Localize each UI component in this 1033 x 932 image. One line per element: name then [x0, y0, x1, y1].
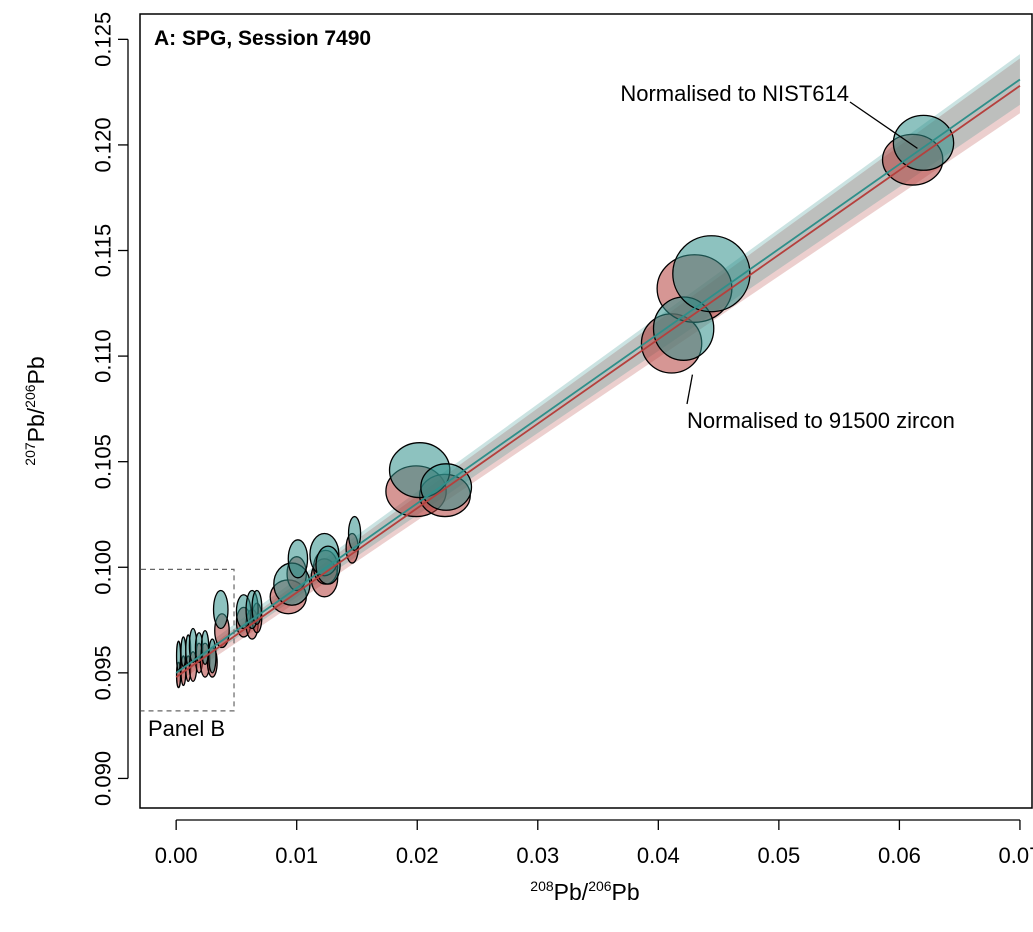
- x-tick-label: 0.07: [999, 843, 1033, 868]
- error-ellipse-s1-p1: [180, 636, 187, 668]
- annotation-nist614: Normalised to NIST614: [620, 81, 849, 106]
- error-ellipse-s1-p20: [892, 114, 955, 171]
- x-tick-label: 0.01: [275, 843, 318, 868]
- fit-line-0: [175, 85, 1021, 678]
- fit-line-1: [175, 78, 1021, 674]
- annotation-91500-leader: [686, 374, 694, 405]
- y-tick-label: 0.095: [91, 645, 116, 700]
- confidence-band-0: [176, 58, 1020, 684]
- y-tick-label: 0.120: [91, 117, 116, 172]
- x-tick-label: 0.02: [396, 843, 439, 868]
- plot-frame: [139, 13, 1033, 809]
- error-ellipse-s1-p12: [287, 539, 309, 579]
- y-tick-label: 0.110: [91, 329, 116, 382]
- y-tick-label: 0.090: [91, 751, 116, 806]
- y-tick-label: 0.125: [91, 12, 116, 67]
- panel-b-box: [141, 568, 235, 712]
- annotation-nist614-leader: [849, 101, 918, 149]
- panel-b-label: Panel B: [148, 716, 225, 741]
- y-axis-title: 207Pb/206Pb: [22, 356, 49, 465]
- x-tick-label: 0.04: [637, 843, 680, 868]
- y-tick-label: 0.105: [91, 434, 116, 489]
- error-ellipse-s1-p0: [175, 640, 182, 672]
- annotations: Normalised to NIST614 Normalised to 91500…: [141, 81, 955, 741]
- plot-area: [175, 54, 1021, 689]
- x-tick-label: 0.00: [155, 843, 198, 868]
- error-ellipse-s1-p19: [672, 235, 751, 313]
- error-ellipse-s1-p6: [208, 638, 217, 674]
- y-tick-label: 0.100: [91, 540, 116, 595]
- chart-title: A: SPG, Session 7490: [154, 27, 371, 50]
- error-ellipse-s1-p7: [212, 589, 229, 630]
- x-tick-label: 0.06: [878, 843, 921, 868]
- error-ellipse-s1-p15: [347, 515, 362, 552]
- y-tick-label: 0.115: [91, 224, 116, 277]
- error-ellipse-s1-p10: [251, 589, 263, 625]
- x-tick-label: 0.03: [516, 843, 559, 868]
- axes: 0.00 0.01 0.02 0.03 0.04 0.05 0.06 0.07 0.090 0.0…: [91, 12, 1033, 868]
- x-tick-label: 0.05: [757, 843, 800, 868]
- x-axis-title: 208Pb/206Pb: [530, 878, 639, 905]
- confidence-band-1: [176, 54, 1020, 680]
- annotation-91500: Normalised to 91500 zircon: [687, 408, 955, 433]
